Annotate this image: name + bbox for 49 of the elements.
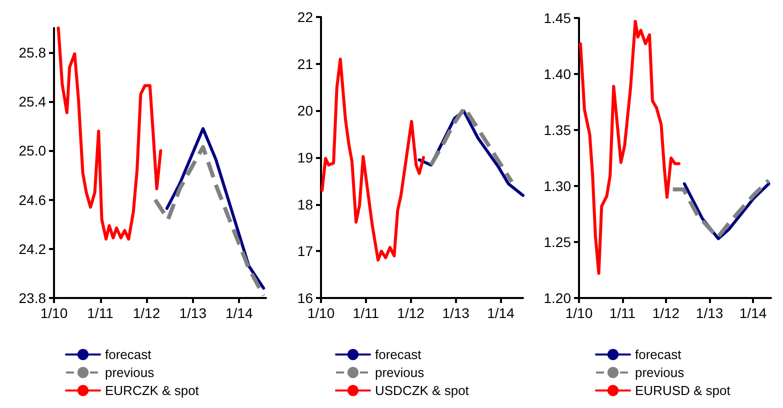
y-tick-label: 25.0 <box>18 142 46 159</box>
x-tick-label: 1/10 <box>40 305 68 321</box>
y-tick-label: 17 <box>297 243 314 260</box>
x-tick-label: 1/12 <box>132 305 160 321</box>
x-tick-label: 1/10 <box>565 305 593 321</box>
line-series <box>56 26 162 241</box>
y-tick-label: 1.25 <box>544 234 572 250</box>
legend-label: forecast <box>375 347 422 362</box>
legend-label: previous <box>635 365 685 380</box>
y-tick-label: 1.30 <box>544 178 572 194</box>
line-series <box>320 58 425 262</box>
x-tick-label: 1/14 <box>487 305 515 321</box>
x-tick-label: 1/12 <box>397 305 425 321</box>
y-tick-label: 24.2 <box>18 240 46 257</box>
x-tick-label: 1/13 <box>442 305 470 321</box>
x-tick-label: 1/10 <box>307 305 335 321</box>
legend-label: forecast <box>105 347 152 362</box>
legend-label: previous <box>105 365 155 380</box>
y-tick-label: 1.45 <box>544 10 572 26</box>
y-tick-label: 20 <box>297 102 314 119</box>
line-series <box>578 20 680 275</box>
y-tick-label: 1.35 <box>544 122 572 138</box>
y-tick-label: 1.20 <box>544 290 572 306</box>
y-tick-label: 16 <box>297 290 314 306</box>
y-tick-label: 22 <box>297 9 314 25</box>
y-tick-label: 25.8 <box>18 44 46 61</box>
line-series <box>670 178 771 240</box>
y-tick-label: 18 <box>297 196 314 212</box>
line-series <box>165 127 266 290</box>
legend-label: USDCZK & spot <box>375 383 470 398</box>
y-tick-label: 23.8 <box>18 290 46 306</box>
legend-label: EURCZK & spot <box>105 383 200 398</box>
line-series <box>153 145 266 298</box>
x-tick-label: 1/13 <box>179 305 207 321</box>
legend-label: EURUSD & spot <box>635 383 731 398</box>
legend-label: forecast <box>635 347 682 362</box>
y-tick-label: 24.6 <box>18 192 46 208</box>
x-tick-label: 1/14 <box>226 305 253 321</box>
x-tick-label: 1/13 <box>696 305 724 321</box>
x-tick-label: 1/11 <box>352 305 380 321</box>
legend-label: previous <box>375 365 425 380</box>
y-tick-label: 21 <box>297 56 314 72</box>
y-tick-label: 19 <box>297 150 314 166</box>
x-tick-label: 1/12 <box>652 305 680 321</box>
y-tick-label: 25.4 <box>18 94 46 110</box>
y-tick-label: 1.40 <box>544 66 572 82</box>
x-tick-label: 1/14 <box>739 305 767 321</box>
x-tick-label: 1/11 <box>609 305 636 321</box>
x-tick-label: 1/11 <box>87 305 114 321</box>
